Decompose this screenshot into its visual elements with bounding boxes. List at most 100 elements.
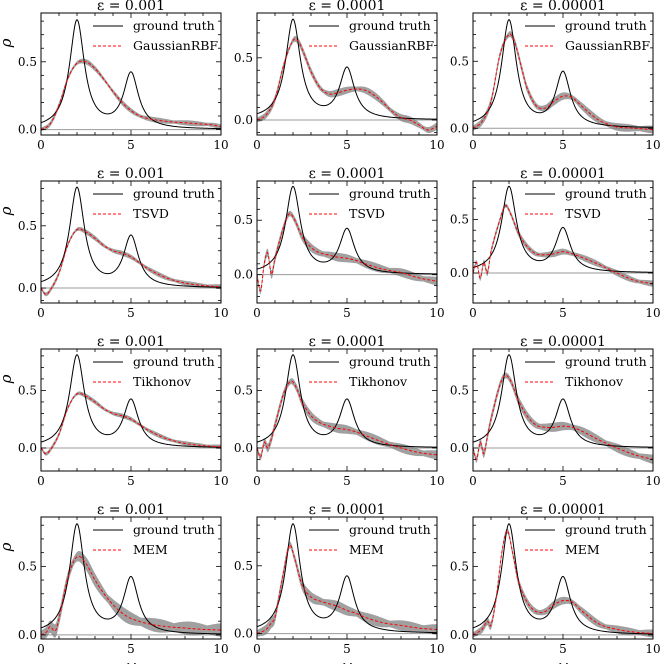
legend-method-label: GaussianRBF — [565, 38, 650, 53]
legend-method-label: Tikhonov — [565, 374, 624, 389]
y-tick-label: 0.5 — [450, 559, 469, 573]
panel-title: ε = 0.0001 — [309, 334, 386, 350]
y-tick-label: 0.5 — [18, 55, 37, 69]
uncertainty-band — [473, 203, 653, 287]
panel-tikhonov-1: 0 5 10 0.0 0.5 ε = 0.001 ground truth Tikhonov ρ — [0, 334, 229, 488]
legend-ground-truth-label: ground truth — [133, 18, 215, 33]
plot-area — [41, 186, 221, 297]
x-tick-label: 0 — [37, 138, 45, 152]
y-axis-label: ρ — [0, 374, 15, 384]
y-tick-label: 0.0 — [18, 123, 37, 137]
x-axis-label: ω — [125, 657, 137, 664]
plot-area — [257, 18, 437, 133]
method-line — [41, 228, 221, 295]
panel-title: ε = 0.0001 — [309, 502, 386, 518]
legend-method-label: Tikhonov — [133, 374, 192, 389]
uncertainty-band — [41, 550, 221, 639]
x-tick-label: 10 — [645, 138, 660, 152]
x-tick-label: 10 — [429, 642, 444, 656]
ground-truth-line — [41, 523, 221, 635]
panel-title: ε = 0.00001 — [520, 502, 606, 518]
ground-truth-line — [473, 523, 653, 635]
y-tick-label: 0.0 — [234, 268, 253, 282]
x-tick-label: 10 — [429, 474, 444, 488]
plot-area — [257, 522, 437, 637]
x-tick-label: 5 — [127, 642, 135, 656]
panel-title: ε = 0.001 — [97, 334, 165, 350]
panel-tsvd-2: 0 5 10 0.0 0.5 ε = 0.0001 ground truth TSVD — [234, 166, 445, 320]
legend-method-label: MEM — [133, 542, 168, 557]
x-tick-label: 10 — [213, 306, 228, 320]
x-tick-label: 0 — [469, 642, 477, 656]
x-tick-label: 10 — [645, 642, 660, 656]
x-tick-label: 0 — [253, 474, 261, 488]
y-tick-label: 0.0 — [18, 628, 37, 642]
legend-ground-truth-label: ground truth — [349, 186, 431, 201]
x-tick-label: 5 — [559, 306, 567, 320]
x-tick-label: 5 — [343, 306, 351, 320]
panel-title: ε = 0.001 — [97, 166, 165, 182]
legend-ground-truth-label: ground truth — [565, 354, 647, 369]
x-tick-label: 5 — [343, 642, 351, 656]
y-tick-label: 0.5 — [450, 383, 469, 397]
panel-tikhonov-3: 0 5 10 0.0 0.5 ε = 0.00001 ground truth Tikhono… — [450, 334, 661, 488]
x-tick-label: 5 — [559, 642, 567, 656]
x-tick-label: 10 — [429, 306, 444, 320]
x-tick-label: 5 — [559, 474, 567, 488]
y-tick-label: 0.0 — [234, 627, 253, 641]
x-tick-label: 0 — [253, 138, 261, 152]
x-tick-label: 0 — [253, 306, 261, 320]
y-tick-label: 0.0 — [450, 441, 469, 455]
method-line — [257, 213, 437, 292]
x-axis-label: ω — [557, 657, 569, 664]
ground-truth-line — [257, 522, 437, 634]
panel-title: ε = 0.00001 — [520, 166, 606, 182]
uncertainty-band — [257, 210, 437, 294]
x-tick-label: 5 — [127, 306, 135, 320]
y-tick-label: 0.0 — [18, 441, 37, 455]
plot-area — [473, 185, 653, 287]
plot-area — [473, 523, 653, 638]
legend-ground-truth-label: ground truth — [133, 354, 215, 369]
method-line — [473, 530, 653, 636]
x-tick-label: 0 — [37, 306, 45, 320]
ground-truth-line — [473, 185, 653, 273]
x-tick-label: 10 — [429, 138, 444, 152]
y-tick-label: 0.5 — [234, 213, 253, 227]
x-tick-label: 5 — [343, 474, 351, 488]
y-tick-label: 0.5 — [234, 383, 253, 397]
plot-area — [41, 353, 221, 456]
plot-area — [257, 353, 437, 461]
method-line — [41, 60, 221, 131]
legend-method-label: TSVD — [349, 206, 385, 221]
plot-area — [473, 18, 653, 134]
x-tick-label: 0 — [37, 474, 45, 488]
legend-ground-truth-label: ground truth — [349, 354, 431, 369]
panel-title: ε = 0.001 — [97, 0, 165, 14]
panel-gaussianrbf-3: 0 5 10 0.0 0.5 ε = 0.00001 ground truth Gaussia… — [450, 0, 661, 152]
legend-method-label: GaussianRBF — [133, 38, 218, 53]
ground-truth-line — [257, 353, 437, 448]
panel-tsvd-3: 0 5 10 0.0 0.5 ε = 0.00001 ground truth TSVD — [450, 166, 661, 320]
ground-truth-line — [41, 18, 221, 130]
legend-ground-truth-label: ground truth — [133, 522, 215, 537]
method-line — [41, 555, 221, 636]
uncertainty-band — [473, 372, 653, 465]
y-tick-label: 0.5 — [234, 51, 253, 65]
y-axis-label: ρ — [0, 542, 15, 552]
x-tick-label: 0 — [253, 642, 261, 656]
uncertainty-band — [41, 58, 221, 132]
panel-title: ε = 0.00001 — [520, 334, 606, 350]
method-line — [473, 33, 653, 131]
y-tick-label: 0.5 — [234, 559, 253, 573]
uncertainty-band — [257, 35, 437, 133]
uncertainty-band — [473, 528, 653, 638]
legend-method-label: MEM — [565, 542, 600, 557]
y-axis-label: ρ — [0, 38, 15, 48]
panel-title: ε = 0.0001 — [309, 166, 386, 182]
legend-method-label: MEM — [349, 542, 384, 557]
y-axis-label: ρ — [0, 206, 15, 216]
x-tick-label: 0 — [469, 474, 477, 488]
panel-tikhonov-2: 0 5 10 0.0 0.5 ε = 0.0001 ground truth Tikhonov — [234, 334, 445, 488]
